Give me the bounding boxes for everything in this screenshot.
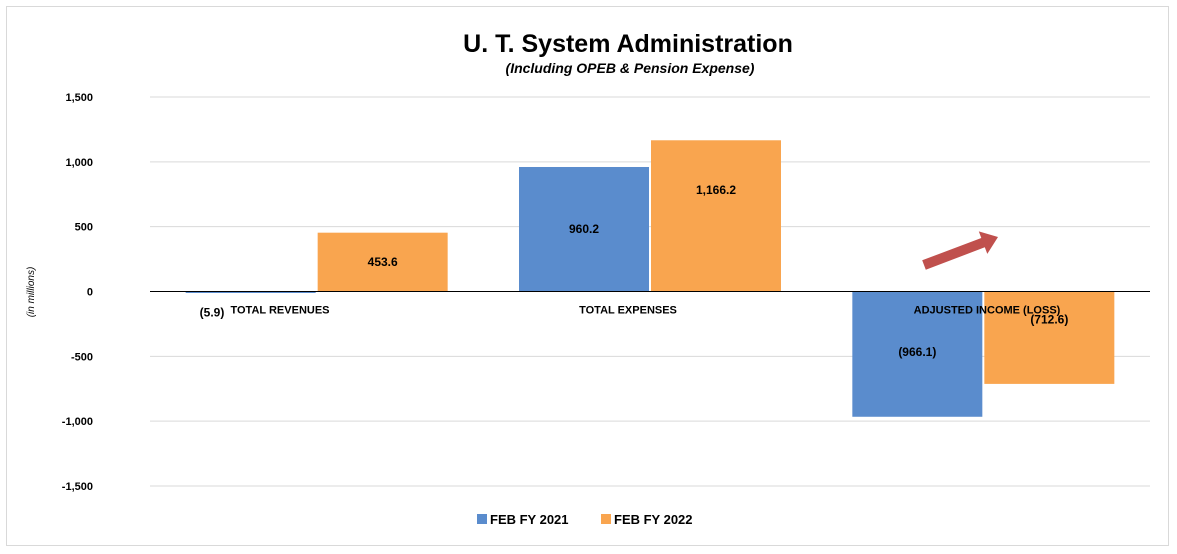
data-label: (712.6): [1030, 313, 1068, 327]
bar: [651, 140, 781, 292]
up-right-arrow-icon: [922, 231, 998, 270]
chart-subtitle: (Including OPEB & Pension Expense): [506, 60, 755, 76]
category-label: ADJUSTED INCOME (LOSS): [914, 305, 1061, 317]
data-label: (966.1): [898, 345, 936, 359]
category-label: TOTAL REVENUES: [230, 305, 329, 317]
y-tick-label: -500: [71, 351, 93, 363]
y-axis-label: (in millions): [26, 267, 37, 318]
bar: [984, 291, 1115, 384]
data-label: 960.2: [569, 222, 599, 236]
data-labels: (5.9) 453.6 960.2 1,166.2 (966.1) (712.6): [200, 183, 1069, 359]
y-tick-label: 0: [87, 287, 93, 299]
bar: [519, 166, 649, 292]
bars: [185, 140, 1115, 417]
legend-label: FEB FY 2021: [490, 512, 569, 527]
y-tick-label: 1,500: [65, 92, 93, 104]
data-label: (5.9): [200, 306, 225, 320]
data-label: 453.6: [368, 255, 398, 269]
y-tick-label: 500: [75, 222, 93, 234]
y-axis-ticks: 1,500 1,000 500 0 -500 -1,000 -1,500: [62, 92, 93, 493]
data-label: 1,166.2: [696, 183, 736, 197]
category-label: TOTAL EXPENSES: [579, 305, 677, 317]
y-tick-label: -1,000: [62, 416, 93, 428]
bar: [852, 291, 983, 417]
y-tick-label: -1,500: [62, 481, 93, 493]
legend-label: FEB FY 2022: [614, 512, 693, 527]
bar: [317, 232, 448, 292]
chart-title: U. T. System Administration: [463, 30, 793, 58]
legend-swatch: [601, 514, 611, 524]
legend: FEB FY 2021 FEB FY 2022: [477, 512, 693, 527]
annotations: [922, 231, 998, 270]
category-labels: TOTAL REVENUES TOTAL EXPENSES ADJUSTED INC…: [230, 305, 1060, 317]
y-tick-label: 1,000: [65, 157, 93, 169]
bar: [185, 291, 316, 293]
gridlines: [150, 96, 1150, 487]
legend-swatch: [477, 514, 487, 524]
